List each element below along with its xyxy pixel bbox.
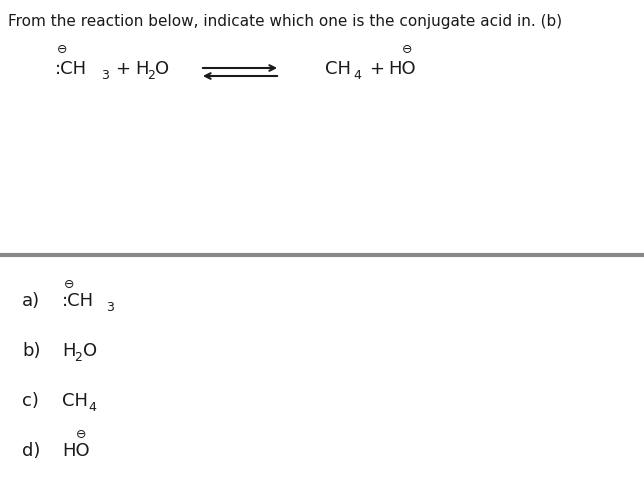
- Text: 2: 2: [147, 69, 155, 82]
- Text: HO: HO: [388, 60, 415, 78]
- Text: O: O: [83, 342, 97, 360]
- Text: H: H: [62, 342, 75, 360]
- Text: 3: 3: [101, 69, 109, 82]
- Text: 2: 2: [74, 351, 82, 364]
- Text: HO: HO: [62, 442, 90, 460]
- Text: ⊖: ⊖: [64, 278, 75, 291]
- Text: b): b): [22, 342, 41, 360]
- Text: 3: 3: [106, 301, 114, 314]
- Text: d): d): [22, 442, 41, 460]
- Text: ⊖: ⊖: [57, 43, 68, 56]
- Text: c): c): [22, 392, 39, 410]
- Text: O: O: [155, 60, 169, 78]
- Text: +: +: [115, 60, 130, 78]
- Text: :CH: :CH: [62, 292, 94, 310]
- Text: ⊖: ⊖: [402, 43, 413, 56]
- Text: 4: 4: [88, 401, 96, 414]
- Text: CH: CH: [62, 392, 88, 410]
- Text: CH: CH: [325, 60, 351, 78]
- Text: +: +: [369, 60, 384, 78]
- Text: ⊖: ⊖: [76, 428, 86, 441]
- Text: a): a): [22, 292, 40, 310]
- Text: From the reaction below, indicate which one is the conjugate acid in. (b): From the reaction below, indicate which …: [8, 14, 562, 29]
- Text: 4: 4: [353, 69, 361, 82]
- Text: :CH: :CH: [55, 60, 87, 78]
- Text: H: H: [135, 60, 149, 78]
